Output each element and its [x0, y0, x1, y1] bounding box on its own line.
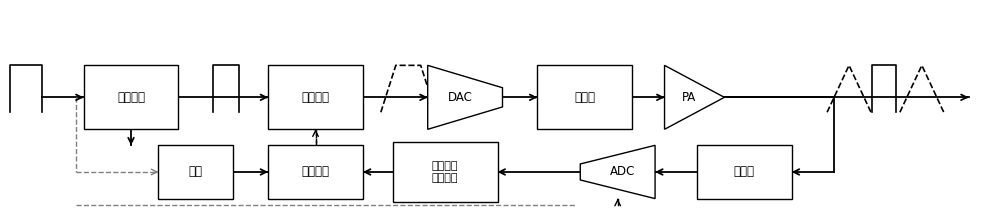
FancyBboxPatch shape	[84, 65, 178, 129]
Text: 参数训练: 参数训练	[302, 165, 330, 178]
FancyBboxPatch shape	[537, 65, 632, 129]
Text: 延时: 延时	[189, 165, 203, 178]
Text: 智能信号
处理模块: 智能信号 处理模块	[432, 161, 458, 183]
Text: 上变频: 上变频	[574, 91, 595, 104]
Text: PA: PA	[682, 91, 697, 104]
FancyBboxPatch shape	[697, 145, 792, 199]
Polygon shape	[580, 145, 655, 199]
Text: DAC: DAC	[448, 91, 473, 104]
Text: ADC: ADC	[610, 165, 635, 178]
Text: 预失真器: 预失真器	[302, 91, 330, 104]
Text: 插值模块: 插值模块	[117, 91, 145, 104]
FancyBboxPatch shape	[268, 145, 363, 199]
FancyBboxPatch shape	[158, 145, 233, 199]
Polygon shape	[665, 65, 724, 129]
Text: 下变频: 下变频	[734, 165, 755, 178]
FancyBboxPatch shape	[268, 65, 363, 129]
FancyBboxPatch shape	[393, 142, 498, 202]
Polygon shape	[428, 65, 502, 129]
